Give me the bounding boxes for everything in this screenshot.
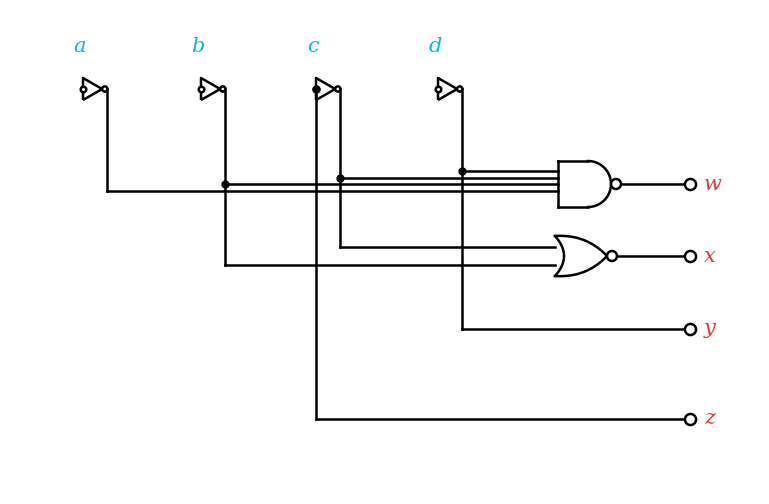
Text: c: c <box>307 36 319 55</box>
Text: a: a <box>74 36 86 55</box>
Text: w: w <box>704 174 722 194</box>
Text: x: x <box>704 246 716 266</box>
Text: d: d <box>428 36 441 55</box>
Circle shape <box>611 179 621 189</box>
Circle shape <box>458 86 462 92</box>
Circle shape <box>335 86 341 92</box>
Circle shape <box>607 251 617 261</box>
Text: b: b <box>191 36 205 55</box>
Circle shape <box>220 86 225 92</box>
Text: y: y <box>704 320 716 339</box>
Circle shape <box>102 86 108 92</box>
Text: z: z <box>704 409 715 428</box>
